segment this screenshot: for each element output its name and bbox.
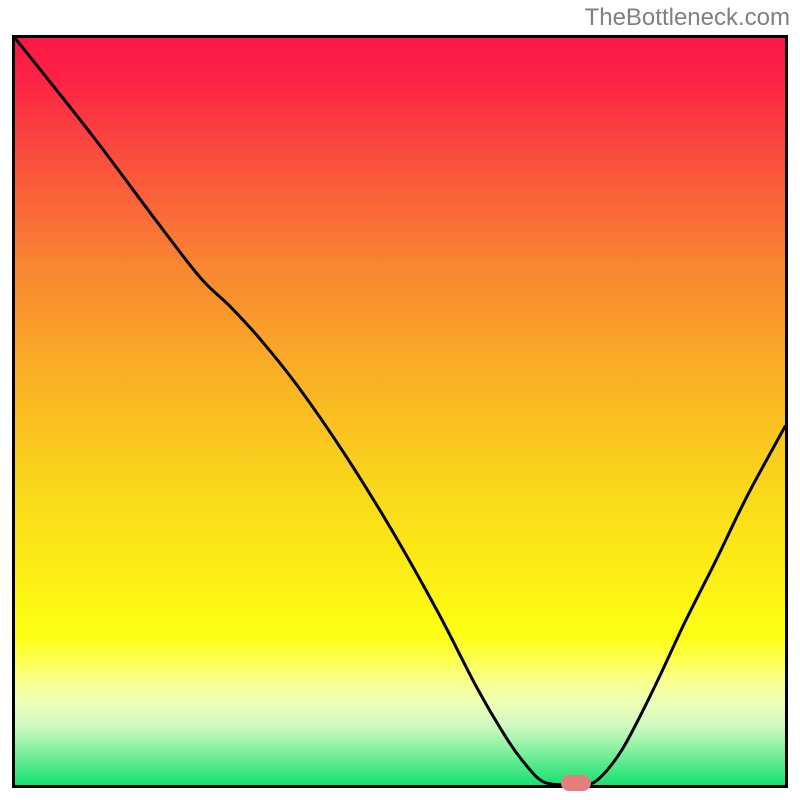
- bottleneck-curve: [15, 38, 785, 785]
- curve-path: [15, 38, 785, 785]
- watermark-text: TheBottleneck.com: [585, 4, 790, 32]
- chart-root: TheBottleneck.com: [0, 0, 800, 800]
- optimal-point-marker: [561, 775, 591, 791]
- plot-area: [12, 35, 788, 788]
